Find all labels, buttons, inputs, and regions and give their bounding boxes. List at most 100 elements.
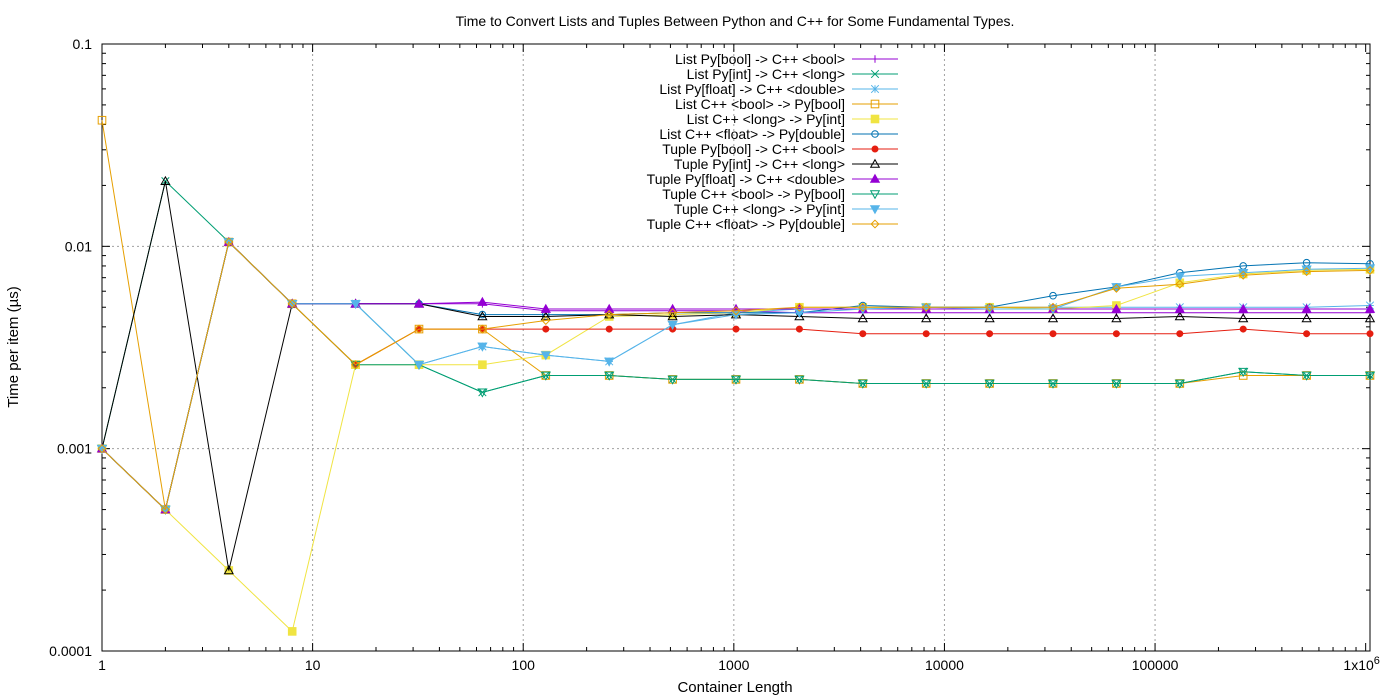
filled-triangle-down-marker <box>667 320 678 330</box>
filled-triangle-marker <box>1238 303 1249 313</box>
filled-circle-marker <box>605 325 613 333</box>
legend-label: List Py[bool] -> C++ <bool> <box>675 51 845 67</box>
series-line <box>101 268 1371 633</box>
grid <box>102 44 1370 651</box>
legend-label: Tuple C++ <float> -> Py[double] <box>647 216 845 232</box>
legend-item: Tuple C++ <float> -> Py[double] <box>647 216 898 232</box>
plus-marker <box>871 55 879 63</box>
legend-item: Tuple Py[bool] -> C++ <bool> <box>662 141 898 157</box>
legend-item: List Py[float] -> C++ <double> <box>659 81 898 97</box>
filled-triangle-down-marker <box>477 342 488 352</box>
filled-circle-marker <box>1239 325 1247 333</box>
x-tick-label: 10 <box>305 657 321 673</box>
legend-item: List C++ <long> -> Py[int] <box>687 111 898 127</box>
y-tick-label: 0.001 <box>57 441 92 457</box>
cross-marker <box>870 69 880 79</box>
star-marker <box>870 84 880 94</box>
triangle-marker <box>1238 313 1249 323</box>
triangle-marker <box>160 175 171 185</box>
diamond-marker <box>604 310 614 320</box>
filled-triangle-marker <box>413 298 425 308</box>
legend-label: Tuple Py[int] -> C++ <long> <box>674 156 845 172</box>
triangle-marker <box>1174 311 1185 321</box>
legend-label: List Py[float] -> C++ <double> <box>659 81 845 97</box>
triangle-marker <box>1111 313 1122 323</box>
filled-triangle-down-marker <box>794 308 805 318</box>
filled-triangle-marker <box>604 303 615 313</box>
legend-item: List C++ <bool> -> Py[bool] <box>675 96 898 112</box>
filled-triangle-down-marker <box>350 299 361 310</box>
triangle-down-marker <box>667 375 678 385</box>
diamond-marker <box>224 237 234 247</box>
filled-triangle-down-marker <box>1111 283 1122 293</box>
filled-triangle-down-marker <box>869 205 881 215</box>
filled-circle-marker <box>1049 330 1057 338</box>
triangle-down-marker <box>921 379 932 389</box>
filled-triangle-down-marker <box>413 360 425 371</box>
y-tick-label: 0.0001 <box>49 643 92 659</box>
diamond-marker <box>1175 279 1185 289</box>
legend-item: List Py[bool] -> C++ <bool> <box>675 51 898 67</box>
y-tick-label: 0.01 <box>65 238 92 254</box>
diamond-marker <box>870 219 880 229</box>
legend-label: List C++ <long> -> Py[int] <box>687 111 845 127</box>
filled-triangle-marker <box>1174 303 1185 313</box>
triangle-down-marker <box>477 388 488 398</box>
series-line <box>101 241 1371 511</box>
triangle-marker <box>1301 313 1312 323</box>
legend-item: Tuple Py[int] -> C++ <long> <box>674 156 898 172</box>
filled-triangle-marker <box>869 173 881 183</box>
filled-circle-marker <box>859 330 867 338</box>
y-tick-label: 0.1 <box>73 36 93 52</box>
filled-triangle-down-marker <box>540 351 551 361</box>
filled-triangle-down-marker <box>604 357 615 367</box>
triangle-marker <box>921 313 932 323</box>
filled-triangle-marker <box>1111 303 1122 313</box>
legend-label: List Py[int] -> C++ <long> <box>687 66 845 82</box>
triangle-down-marker <box>1047 379 1059 389</box>
diamond-marker <box>287 299 297 309</box>
filled-triangle-marker <box>477 296 488 306</box>
triangle-down-marker <box>1301 371 1312 381</box>
x-tick-label: 100000 <box>1132 657 1179 673</box>
triangle-marker <box>223 565 234 575</box>
legend-label: Tuple Py[float] -> C++ <double> <box>647 171 845 187</box>
legend-label: Tuple C++ <bool> -> Py[bool] <box>662 186 845 202</box>
triangle-marker <box>1047 313 1059 323</box>
filled-circle-marker <box>871 145 879 153</box>
diamond-marker <box>921 302 931 312</box>
x-tick-label: 100 <box>512 657 536 673</box>
triangle-down-marker <box>730 375 742 385</box>
triangle-marker <box>857 313 868 323</box>
filled-circle-marker <box>986 330 994 338</box>
square-marker <box>870 99 880 109</box>
diamond-marker <box>351 360 361 370</box>
triangle-down-marker <box>1174 379 1185 389</box>
legend: List Py[bool] -> C++ <bool>List Py[int] … <box>647 51 898 232</box>
triangle-marker <box>794 311 805 321</box>
legend-label: List C++ <float> -> Py[double] <box>659 126 845 142</box>
circle-marker <box>871 130 879 138</box>
triangle-marker <box>869 158 881 168</box>
diamond-marker <box>1048 302 1058 312</box>
x-tick-label: 1x106 <box>1343 655 1379 673</box>
triangle-marker <box>667 311 678 321</box>
filled-circle-marker <box>922 330 930 338</box>
diamond-marker <box>1238 270 1248 280</box>
legend-item: List C++ <float> -> Py[double] <box>659 126 898 142</box>
triangle-down-marker <box>1111 379 1122 389</box>
legend-label: Tuple Py[bool] -> C++ <bool> <box>662 141 845 157</box>
series <box>97 237 1375 515</box>
diamond-marker <box>668 308 678 318</box>
triangle-marker <box>477 311 488 321</box>
diamond-marker <box>541 315 551 326</box>
diamond-marker <box>858 302 868 312</box>
diamond-marker <box>1111 283 1121 293</box>
diamond-marker <box>794 302 804 312</box>
filled-circle-marker <box>1303 330 1311 338</box>
filled-square-marker <box>870 114 880 124</box>
triangle-down-marker <box>794 375 805 385</box>
legend-item: List Py[int] -> C++ <long> <box>687 66 898 82</box>
diamond-marker <box>1302 267 1312 277</box>
filled-circle-marker <box>732 325 740 333</box>
